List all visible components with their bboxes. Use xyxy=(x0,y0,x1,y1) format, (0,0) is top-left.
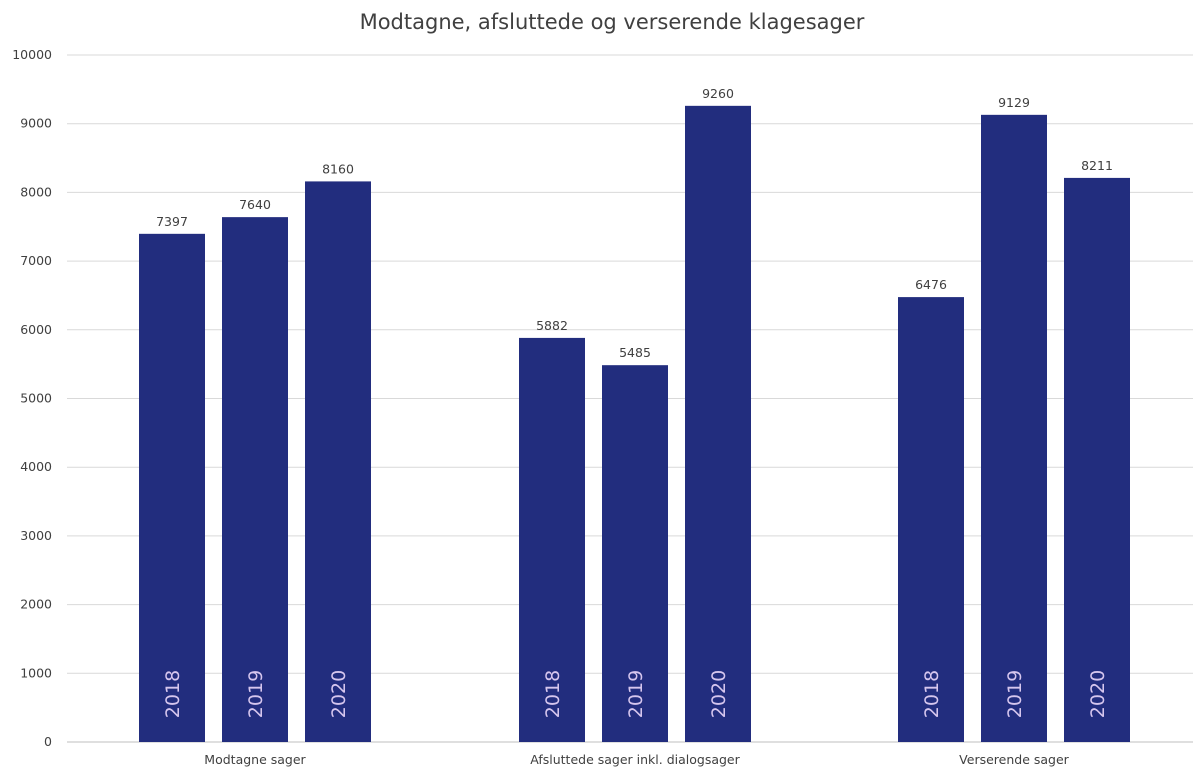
y-tick-label: 1000 xyxy=(20,665,52,680)
bar-2018-2 xyxy=(898,297,964,742)
y-tick-label: 2000 xyxy=(20,597,52,612)
bar-2020-0 xyxy=(305,181,371,742)
y-axis-ticks: 0 1000 2000 3000 4000 5000 6000 7000 8000 9000 100… xyxy=(12,47,52,749)
x-axis-labels: Modtagne sager Afsluttede sager inkl. dia… xyxy=(204,752,1069,767)
y-tick-label: 10000 xyxy=(12,47,52,62)
bar-2018-0 xyxy=(139,233,205,742)
bars xyxy=(139,105,1130,742)
x-axis-category-label: Modtagne sager xyxy=(204,752,306,767)
y-tick-label: 3000 xyxy=(20,528,52,543)
bar-year-label: 2019 xyxy=(245,670,267,718)
bar-2018-1 xyxy=(519,337,585,742)
bar-value-label: 5485 xyxy=(619,345,651,360)
y-tick-label: 7000 xyxy=(20,253,52,268)
bar-year-label: 2018 xyxy=(162,670,184,718)
bar-2020-2 xyxy=(1064,177,1130,742)
bar-year-label: 2018 xyxy=(542,670,564,718)
bar-year-label: 2020 xyxy=(1087,670,1109,718)
bar-2020-1 xyxy=(685,105,751,742)
bar-value-label: 7640 xyxy=(239,197,271,212)
bar-value-label: 5882 xyxy=(536,318,568,333)
chart-title: Modtagne, afsluttede og verserende klage… xyxy=(360,10,865,34)
bar-value-label: 7397 xyxy=(156,214,188,229)
bar-year-label: 2020 xyxy=(708,670,730,718)
y-tick-label: 6000 xyxy=(20,322,52,337)
bar-2019-2 xyxy=(981,114,1047,742)
bar-year-label: 2019 xyxy=(1004,670,1026,718)
bar-year-label: 2019 xyxy=(625,670,647,718)
y-tick-label: 8000 xyxy=(20,184,52,199)
y-tick-label: 5000 xyxy=(20,391,52,406)
bar-year-label: 2020 xyxy=(328,670,350,718)
y-tick-label: 4000 xyxy=(20,459,52,474)
x-axis-category-label: Afsluttede sager inkl. dialogsager xyxy=(530,752,740,767)
bar-value-label: 8160 xyxy=(322,161,354,176)
data-labels: 7397 2018 7640 2019 8160 2020 5882 2018 5485 2019… xyxy=(156,86,1113,718)
bar-value-label: 6476 xyxy=(915,277,947,292)
bar-2019-1 xyxy=(602,365,668,742)
bar-value-label: 9129 xyxy=(998,95,1030,110)
y-tick-label: 9000 xyxy=(20,116,52,131)
y-tick-label: 0 xyxy=(44,734,52,749)
bar-2019-0 xyxy=(222,217,288,742)
bar-value-label: 9260 xyxy=(702,86,734,101)
x-axis-category-label: Verserende sager xyxy=(959,752,1069,767)
bar-value-label: 8211 xyxy=(1081,158,1113,173)
bar-year-label: 2018 xyxy=(921,670,943,718)
